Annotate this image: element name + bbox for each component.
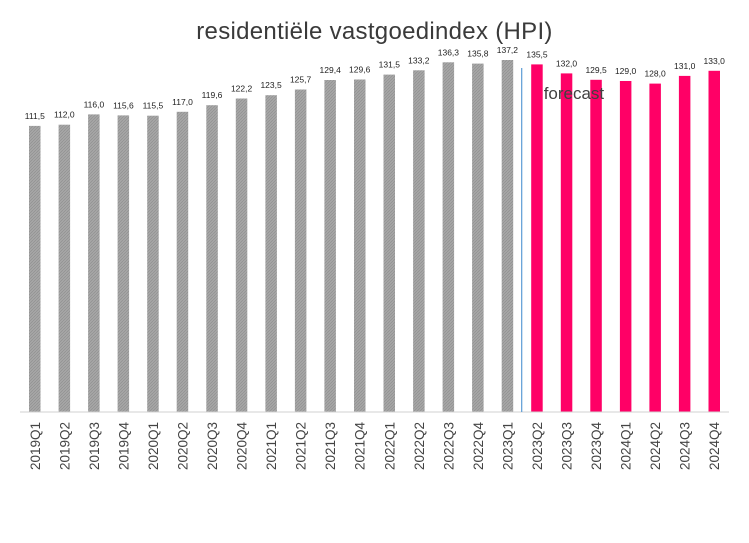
data-label-2023Q3: 132,0 [556, 58, 578, 68]
x-tick-2019Q3: 2019Q3 [87, 422, 102, 470]
chart-title: residentiële vastgoedindex (HPI) [196, 18, 553, 45]
bar-2020Q2 [176, 111, 189, 413]
data-label-2019Q1: 111,5 [25, 111, 45, 121]
data-label-2020Q1: 115,5 [143, 101, 164, 111]
x-tick-2020Q1: 2020Q1 [146, 422, 161, 470]
x-tick-2019Q1: 2019Q1 [28, 422, 43, 470]
data-label-2024Q2: 128,0 [644, 69, 666, 79]
data-label-2022Q1: 131,5 [379, 60, 401, 70]
x-tick-2024Q2: 2024Q2 [648, 422, 663, 470]
x-tick-2021Q2: 2021Q2 [294, 422, 309, 470]
bar-2022Q1 [383, 74, 395, 412]
data-label-2021Q2: 125,7 [290, 75, 312, 85]
forecast-bar-2023Q2 [531, 64, 543, 413]
data-label-2024Q1: 129,0 [615, 66, 637, 76]
bar-2020Q4 [235, 98, 248, 412]
x-tick-2024Q3: 2024Q3 [678, 422, 693, 470]
bar-2022Q2 [413, 70, 425, 413]
bars-group [29, 60, 720, 413]
data-label-2021Q1: 123,5 [260, 80, 282, 90]
bar-2022Q3 [442, 62, 455, 413]
bar-2021Q2 [294, 89, 307, 412]
x-tick-2022Q2: 2022Q2 [412, 422, 427, 470]
data-label-2022Q3: 136,3 [438, 47, 460, 57]
data-label-2024Q4: 133,0 [704, 56, 726, 66]
bar-2019Q1 [29, 125, 41, 413]
data-label-2019Q3: 116,0 [84, 99, 105, 109]
bar-2023Q1 [501, 60, 514, 412]
forecast-bar-2024Q4 [708, 70, 720, 413]
data-label-2023Q4: 129,5 [585, 65, 607, 75]
x-tick-2022Q1: 2022Q1 [382, 422, 397, 470]
forecast-annotation: forecast [544, 84, 605, 103]
data-labels-group: 111,5 112,0 116,0 115,6 115,5 117,0 119,6 122,2… [25, 45, 725, 121]
bar-2022Q4 [472, 63, 484, 412]
x-tick-labels-group: 2019Q1 2019Q2 2019Q3 2019Q4 2020Q1 2020Q2 2020… [28, 422, 722, 471]
data-label-2023Q1: 137,2 [497, 45, 519, 55]
x-tick-2023Q2: 2023Q2 [530, 422, 545, 470]
x-tick-2019Q4: 2019Q4 [116, 422, 131, 471]
data-label-2020Q4: 122,2 [231, 84, 253, 94]
data-label-2021Q4: 129,6 [349, 65, 371, 75]
x-tick-2020Q2: 2020Q2 [176, 422, 191, 470]
data-label-2020Q2: 117,0 [172, 97, 193, 107]
data-label-2023Q2: 135,5 [526, 49, 548, 59]
x-tick-2019Q2: 2019Q2 [57, 422, 72, 470]
bar-2019Q4 [117, 115, 130, 413]
forecast-bar-2024Q2 [649, 83, 661, 412]
x-tick-2023Q3: 2023Q3 [560, 422, 575, 470]
bar-2021Q1 [265, 95, 277, 412]
bar-2019Q2 [58, 124, 71, 412]
data-label-2019Q4: 115,6 [113, 100, 134, 110]
bar-2019Q3 [88, 114, 100, 413]
bar-2021Q4 [354, 79, 366, 412]
x-tick-2022Q4: 2022Q4 [471, 422, 486, 471]
bar-2020Q3 [206, 105, 218, 412]
x-tick-2023Q4: 2023Q4 [589, 422, 604, 471]
x-tick-2021Q1: 2021Q1 [264, 422, 279, 470]
x-tick-2021Q3: 2021Q3 [323, 422, 338, 470]
forecast-bar-2023Q4 [590, 79, 602, 413]
x-tick-2023Q1: 2023Q1 [500, 422, 515, 470]
x-tick-2020Q3: 2020Q3 [205, 422, 220, 470]
x-tick-2024Q1: 2024Q1 [619, 422, 634, 470]
forecast-bar-2024Q1 [619, 81, 632, 412]
data-label-2022Q2: 133,2 [408, 55, 430, 65]
data-label-2019Q2: 112,0 [54, 110, 75, 120]
x-tick-2024Q4: 2024Q4 [707, 422, 722, 471]
forecast-bar-2023Q3 [560, 73, 573, 413]
data-label-2022Q4: 135,8 [467, 49, 489, 59]
x-tick-2022Q3: 2022Q3 [441, 422, 456, 470]
forecast-bar-2024Q3 [678, 75, 691, 413]
x-tick-2021Q4: 2021Q4 [353, 422, 368, 471]
bar-2020Q1 [147, 115, 159, 412]
bar-2021Q3 [324, 80, 336, 412]
data-label-2024Q3: 131,0 [674, 61, 696, 71]
x-tick-2020Q4: 2020Q4 [235, 422, 250, 471]
data-label-2020Q3: 119,6 [202, 90, 223, 100]
data-label-2021Q3: 129,4 [320, 65, 342, 75]
